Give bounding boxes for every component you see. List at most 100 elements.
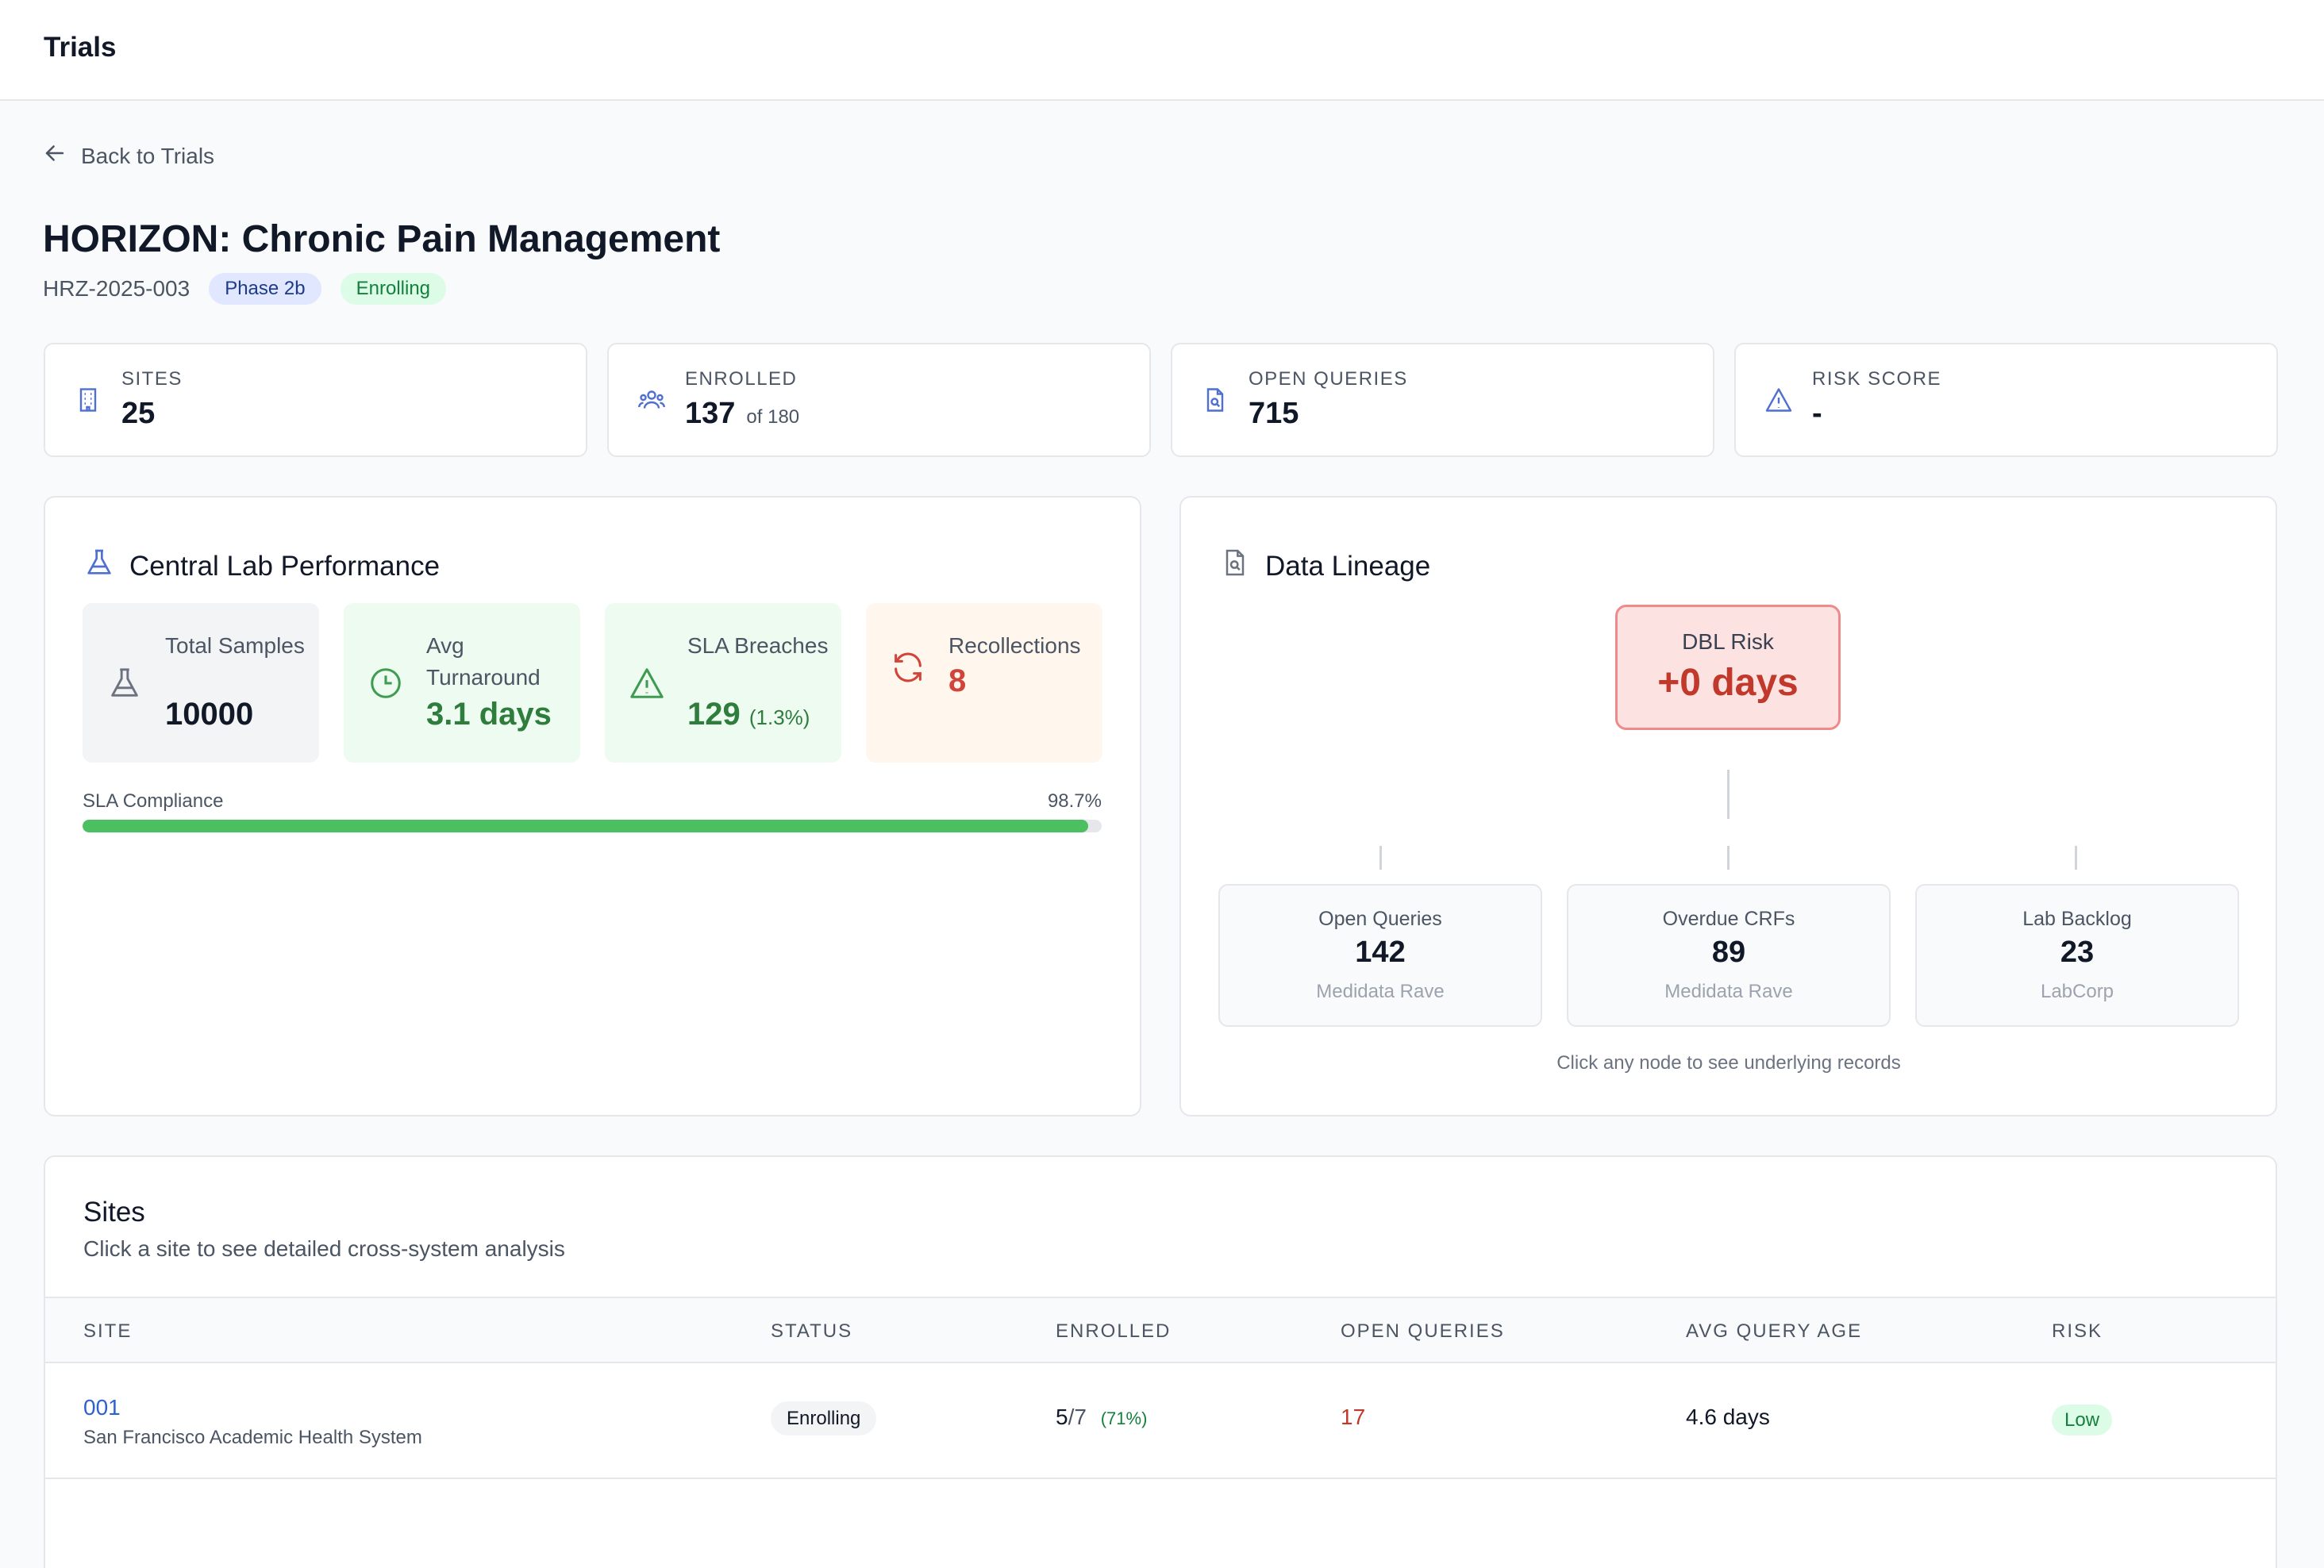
stat-value: 25 [121, 397, 155, 431]
stat-card-sites: SITES 25 [44, 343, 587, 457]
app-title: Trials [44, 32, 117, 63]
stat-label: ENROLLED [685, 368, 798, 390]
lineage-panel-title: Data Lineage [1265, 550, 1431, 582]
lineage-node-open-queries[interactable]: Open Queries 142 Medidata Rave [1218, 884, 1542, 1027]
enrolled-cell: 5/7 (71%) [1056, 1405, 1147, 1430]
central-lab-panel: Central Lab Performance [44, 496, 1141, 1116]
breaches-percent: (1.3%) [748, 705, 810, 729]
refresh-icon [890, 649, 926, 686]
lineage-connector [1379, 846, 1382, 870]
lineage-connector [1727, 770, 1730, 819]
tile-value: 8 [948, 663, 967, 698]
node-source: LabCorp [2040, 981, 2114, 1002]
lab-panel-title: Central Lab Performance [129, 550, 441, 582]
stat-value: 715 [1249, 397, 1299, 431]
back-to-trials-link[interactable]: Back to Trials [41, 140, 214, 172]
lineage-hint: Click any node to see underlying records [1556, 1052, 1901, 1074]
users-icon [637, 386, 666, 414]
site-code-link[interactable]: 001 [83, 1395, 121, 1420]
node-value: 142 [1355, 936, 1406, 969]
warning-icon [629, 665, 665, 701]
breaches-count: 129 [687, 697, 741, 732]
risk-score-value: - [1812, 397, 1822, 430]
lab-tile-recollections: Recollections 8 [866, 603, 1102, 763]
lineage-node-overdue-crfs[interactable]: Overdue CRFs 89 Medidata Rave [1567, 884, 1891, 1027]
column-header-enrolled: ENROLLED [1056, 1320, 1172, 1342]
stat-card-risk-score: RISK SCORE - [1734, 343, 2278, 457]
trial-meta: HRZ-2025-003 Phase 2b Enrolling [43, 273, 447, 305]
arrow-left-icon [41, 140, 68, 172]
node-value: 23 [2060, 936, 2095, 969]
table-row[interactable] [45, 1479, 2276, 1568]
sla-label: SLA Compliance [83, 790, 224, 812]
status-cell: Enrolling [771, 1401, 877, 1435]
dbl-risk-value: +0 days [1657, 662, 1799, 704]
sla-progress-bar [83, 820, 1102, 832]
stat-value: - [1812, 397, 1822, 431]
dbl-risk-node[interactable]: DBL Risk +0 days [1615, 605, 1841, 730]
status-badge: Enrolling [340, 273, 447, 305]
sites-subtitle: Click a site to see detailed cross-syste… [83, 1236, 565, 1261]
site-cell: 001 San Francisco Academic Health System [83, 1395, 422, 1449]
sla-progress-fill [83, 820, 1089, 832]
file-search-icon [1201, 386, 1229, 414]
node-source: Medidata Rave [1664, 981, 1793, 1002]
warning-icon [1764, 386, 1793, 414]
node-source: Medidata Rave [1316, 981, 1445, 1002]
tile-label: Avg Turnaround [426, 633, 541, 690]
tile-label: Total Samples [165, 633, 305, 658]
clock-icon [367, 665, 404, 701]
node-label: Open Queries [1318, 908, 1442, 930]
tile-value: 10000 [165, 697, 254, 732]
column-header-risk: RISK [2052, 1320, 2103, 1342]
tile-value: 129 (1.3%) [687, 697, 810, 732]
stat-card-open-queries: OPEN QUERIES 715 [1171, 343, 1714, 457]
phase-badge: Phase 2b [209, 273, 321, 305]
lineage-node-lab-backlog[interactable]: Lab Backlog 23 LabCorp [1915, 884, 2239, 1027]
table-row[interactable]: 001 San Francisco Academic Health System… [45, 1363, 2276, 1479]
node-label: Overdue CRFs [1662, 908, 1795, 930]
enrolled-percent: (71%) [1100, 1409, 1148, 1428]
lab-tile-total-samples: Total Samples 10000 [83, 603, 319, 763]
node-value: 89 [1711, 936, 1746, 969]
page-title: HORIZON: Chronic Pain Management [43, 218, 721, 260]
lab-tile-sla-breaches: SLA Breaches 129 (1.3%) [605, 603, 841, 763]
sla-compliance-row: SLA Compliance 98.7% [83, 790, 1102, 813]
tile-value: 3.1 days [426, 697, 552, 732]
stat-label: RISK SCORE [1812, 368, 1942, 390]
stat-value: 137 of 180 [685, 397, 799, 431]
site-name: San Francisco Academic Health System [83, 1427, 422, 1448]
flask-icon [83, 547, 115, 586]
site-status-badge: Enrolling [771, 1401, 877, 1435]
trial-id: HRZ-2025-003 [43, 276, 190, 301]
flask-icon [106, 665, 143, 701]
risk-cell: Low [2052, 1405, 2113, 1435]
column-header-open-queries: OPEN QUERIES [1341, 1320, 1505, 1342]
enrolled-target: of 180 [746, 406, 800, 428]
sites-count: 25 [121, 397, 156, 430]
lab-tile-avg-turnaround: Avg Turnaround 3.1 days [344, 603, 580, 763]
risk-badge: Low [2052, 1405, 2113, 1435]
open-queries-value: 17 [1341, 1405, 1366, 1429]
dbl-risk-label: DBL Risk [1682, 629, 1774, 654]
sites-title: Sites [83, 1197, 145, 1228]
enrolled-count: 137 [685, 397, 736, 430]
tile-label: SLA Breaches [687, 633, 829, 658]
open-queries-count: 715 [1249, 397, 1299, 430]
avg-query-age-value: 4.6 days [1686, 1405, 1770, 1429]
sites-table-header: SITE STATUS ENROLLED OPEN QUERIES AVG QU… [45, 1297, 2276, 1363]
column-header-status: STATUS [771, 1320, 853, 1342]
stat-label: SITES [121, 368, 183, 390]
stat-card-enrolled: ENROLLED 137 of 180 [607, 343, 1151, 457]
tile-label: Recollections [948, 633, 1081, 658]
sites-panel: Sites Click a site to see detailed cross… [44, 1155, 2277, 1568]
stat-label: OPEN QUERIES [1249, 368, 1408, 390]
sla-value: 98.7% [1047, 790, 1102, 812]
column-header-site: SITE [83, 1320, 133, 1342]
enrolled-value: 5 [1056, 1405, 1068, 1429]
panel-title: Central Lab Performance [83, 547, 440, 586]
lineage-connector [1727, 846, 1730, 870]
panel-title: Data Lineage [1219, 547, 1430, 586]
top-bar: Trials [0, 0, 2324, 101]
column-header-avg-query-age: AVG QUERY AGE [1686, 1320, 1863, 1342]
